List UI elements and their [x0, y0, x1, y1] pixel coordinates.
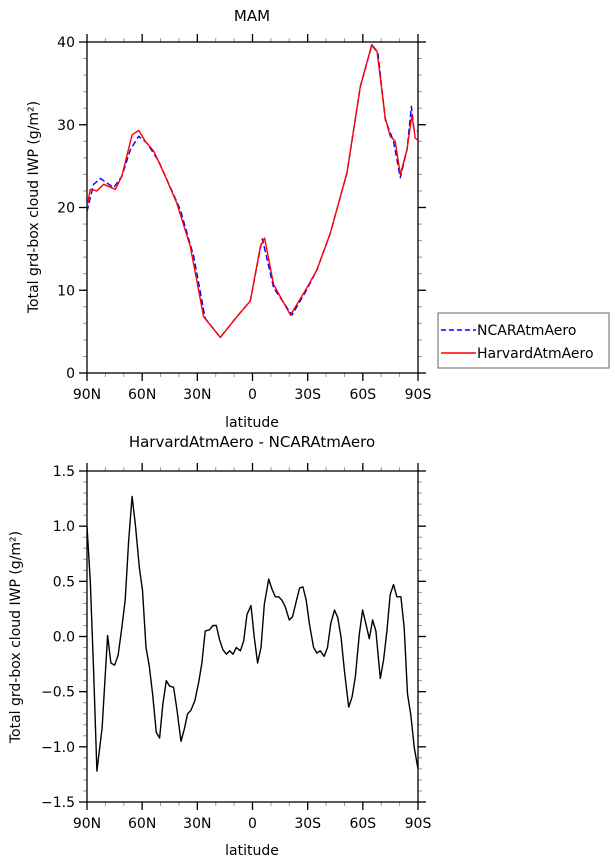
y-tick-label: 1.5	[53, 464, 75, 480]
bottom-panel-difference: HarvardAtmAero - NCARAtmAero latitude To…	[8, 433, 431, 859]
y-tick-label: 20	[57, 201, 75, 217]
x-tick-label: 30N	[183, 387, 211, 403]
y-tick-label: 0.5	[53, 574, 75, 590]
legend-label-harvard: HarvardAtmAero	[477, 346, 594, 362]
chart-title: MAM	[234, 7, 270, 25]
x-tick-label: 0	[248, 816, 257, 832]
x-tick-label: 90S	[405, 387, 432, 403]
x-tick-label: 30N	[183, 816, 211, 832]
x-axis-label: latitude	[225, 415, 279, 431]
series-line-harvardatmaero	[87, 43, 418, 339]
y-tick-label: 1.0	[53, 519, 75, 535]
plot-frame	[86, 470, 419, 803]
y-tick-label: 0	[66, 366, 75, 382]
y-tick-label: 40	[57, 35, 75, 51]
y-tick-label: 0.0	[53, 630, 75, 646]
y-tick-label: −1.0	[41, 740, 75, 756]
series-line-difference	[87, 495, 418, 772]
legend-label-ncar: NCARAtmAero	[477, 323, 576, 339]
series-line-ncaratmaero	[87, 44, 418, 339]
y-tick-label: 10	[57, 283, 75, 299]
legend-box	[437, 312, 610, 369]
chart-title: HarvardAtmAero - NCARAtmAero	[129, 433, 375, 451]
x-tick-label: 60S	[349, 816, 376, 832]
y-axis-label: Total grd-box cloud IWP (g/m²)	[8, 531, 24, 744]
x-tick-label: 90N	[73, 816, 101, 832]
x-tick-label: 60N	[128, 816, 156, 832]
x-tick-label: 60N	[128, 387, 156, 403]
y-tick-label: −0.5	[41, 685, 75, 701]
top-panel-mam: MAM latitude Total grd-box cloud IWP (g/…	[26, 7, 610, 431]
x-tick-label: 30S	[294, 816, 321, 832]
legend: NCARAtmAero HarvardAtmAero	[437, 312, 610, 369]
x-tick-label: 60S	[349, 387, 376, 403]
y-tick-label: −1.5	[41, 795, 75, 811]
y-axis-label: Total grd-box cloud IWP (g/m²)	[26, 101, 42, 314]
x-tick-label: 90S	[405, 816, 432, 832]
x-axis-label: latitude	[225, 843, 279, 859]
y-tick-label: 30	[57, 118, 75, 134]
plot-frame	[86, 41, 419, 374]
x-tick-label: 30S	[294, 387, 321, 403]
x-tick-label: 0	[248, 387, 257, 403]
x-tick-label: 90N	[73, 387, 101, 403]
